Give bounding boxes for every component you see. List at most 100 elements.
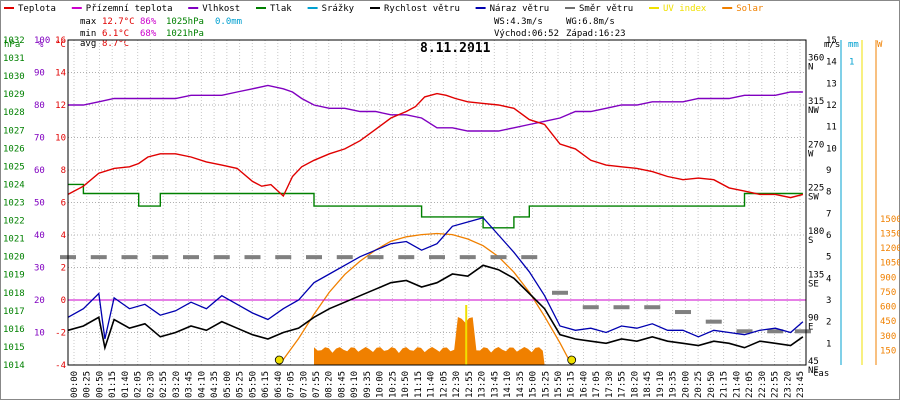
- x-axis-label: čas: [813, 368, 829, 379]
- tick-label-solar: 1050: [880, 259, 900, 269]
- tick-label-direction-deg: 90: [808, 314, 819, 324]
- legend-item: Solar: [736, 4, 764, 14]
- x-tick-label: 09:10: [350, 371, 360, 398]
- x-tick-label: 09:35: [363, 371, 373, 398]
- legend-item: Rychlost větru: [384, 4, 460, 14]
- tick-label-humidity: 30: [34, 264, 45, 274]
- tick-label-direction-deg: 315: [808, 97, 824, 107]
- info-block: WS:4.3m/s WG:6.8m/s Východ:06:52 Západ:1…: [494, 17, 626, 39]
- unit-ms: m/s: [824, 40, 840, 50]
- wind-direction-mark: [244, 255, 261, 260]
- wind-direction-mark: [213, 255, 230, 260]
- x-tick-label: 10:25: [388, 371, 398, 398]
- tick-label-rain: 1: [849, 58, 854, 68]
- stats-min-hum: 68%: [140, 29, 157, 39]
- tick-label-humidity: 60: [34, 166, 45, 176]
- tick-label-wind: 1: [826, 339, 831, 349]
- tick-label-direction-deg: 270: [808, 140, 824, 150]
- tick-label-humidity: 50: [34, 199, 45, 209]
- tick-label-direction: NE: [808, 366, 819, 376]
- wind-direction-mark: [152, 255, 169, 260]
- tick-label-solar: 750: [880, 288, 896, 298]
- x-tick-label: 10:00: [376, 371, 386, 398]
- wind-direction-mark: [367, 255, 384, 260]
- x-tick-label: 05:25: [236, 371, 246, 398]
- tick-label-pressure: 1019: [3, 271, 25, 281]
- stats-max-label: max: [80, 17, 97, 27]
- tick-label-direction-deg: 135: [808, 270, 824, 280]
- stats-max-hum: 86%: [140, 17, 157, 27]
- legend-item: Tlak: [270, 4, 292, 14]
- x-tick-label: 07:30: [299, 371, 309, 398]
- tick-label-pressure: 1032: [3, 36, 25, 46]
- tick-label-temperature: 2: [61, 264, 66, 274]
- tick-label-wind: 10: [826, 144, 837, 154]
- plot-border: [67, 39, 807, 366]
- series-solar: [278, 232, 573, 366]
- tick-label-wind: 2: [826, 318, 831, 328]
- stats-block: max 12.7°C 86% 1025hPa 0.0mm min 6.1°C 6…: [80, 17, 242, 49]
- x-axis: 00:00 00:25 00:50 01:15 01:40 02:05 02:30 02:55…: [70, 371, 806, 398]
- tick-label-pressure: 1022: [3, 217, 25, 227]
- tick-label-wind: 9: [826, 166, 831, 176]
- tick-label-pressure: 1030: [3, 72, 25, 82]
- tick-label-pressure: 1023: [3, 199, 25, 209]
- unit-mm: mm: [848, 40, 859, 50]
- stats-min-temp: 6.1°C: [102, 29, 129, 39]
- tick-label-pressure: 1020: [3, 253, 25, 263]
- stats-avg-temp: 8.7°C: [102, 39, 129, 49]
- legend-item: Srážky: [322, 4, 355, 14]
- grid: [68, 39, 806, 366]
- tick-label-humidity: 40: [34, 231, 45, 241]
- wind-direction-mark: [767, 329, 784, 334]
- info-ws: WS:4.3m/s: [494, 17, 543, 27]
- tick-label-wind: 15: [826, 36, 837, 46]
- x-tick-label: 14:35: [516, 371, 526, 398]
- x-tick-label: 00:00: [70, 371, 80, 398]
- wind-direction-mark: [490, 255, 507, 260]
- legend-item: Přízemní teplota: [86, 4, 173, 14]
- x-tick-label: 05:50: [248, 371, 258, 398]
- wind-direction-mark: [705, 319, 722, 324]
- wind-direction-mark: [336, 255, 353, 260]
- tick-label-direction-deg: 225: [808, 184, 824, 194]
- tick-label-direction: N: [808, 63, 813, 73]
- legend-item: Teplota: [18, 4, 56, 14]
- tick-label-pressure: 1014: [3, 361, 25, 371]
- x-tick-label: 08:20: [325, 371, 335, 398]
- x-tick-label: 17:55: [618, 371, 628, 398]
- x-tick-label: 16:40: [579, 371, 589, 398]
- info-wg: WG:6.8m/s: [566, 17, 615, 27]
- tick-label-pressure: 1027: [3, 126, 25, 136]
- x-tick-label: 22:05: [745, 371, 755, 398]
- unit-pct: %: [38, 40, 44, 50]
- wind-direction-mark: [459, 255, 476, 260]
- x-tick-label: 06:40: [274, 371, 284, 398]
- x-tick-label: 01:40: [121, 371, 131, 398]
- wind-direction-mark: [582, 305, 599, 310]
- tick-label-humidity: 80: [34, 101, 45, 111]
- x-tick-label: 11:40: [427, 371, 437, 398]
- x-tick-label: 00:25: [83, 371, 93, 398]
- x-tick-label: 16:15: [567, 371, 577, 398]
- tick-label-wind: 5: [826, 253, 831, 263]
- x-tick-label: 02:55: [159, 371, 169, 398]
- x-tick-label: 22:55: [771, 371, 781, 398]
- x-tick-label: 15:00: [529, 371, 539, 398]
- x-tick-label: 22:30: [758, 371, 768, 398]
- tick-label-direction: S: [808, 236, 813, 246]
- x-tick-label: 04:35: [210, 371, 220, 398]
- wind-direction-mark: [306, 255, 322, 260]
- x-tick-label: 21:40: [732, 371, 742, 398]
- x-tick-label: 10:50: [401, 371, 411, 398]
- tick-label-direction-deg: 360: [808, 54, 824, 64]
- tick-label-solar: 1500: [880, 215, 900, 225]
- stats-avg-label: avg: [80, 39, 96, 49]
- series-pressure: [68, 183, 803, 229]
- tick-label-solar: 1200: [880, 244, 900, 254]
- x-tick-label: 03:45: [185, 371, 195, 398]
- tick-label-solar: 900: [880, 273, 896, 283]
- tick-label-wind: 8: [826, 188, 831, 198]
- tick-label-humidity: 90: [34, 69, 45, 79]
